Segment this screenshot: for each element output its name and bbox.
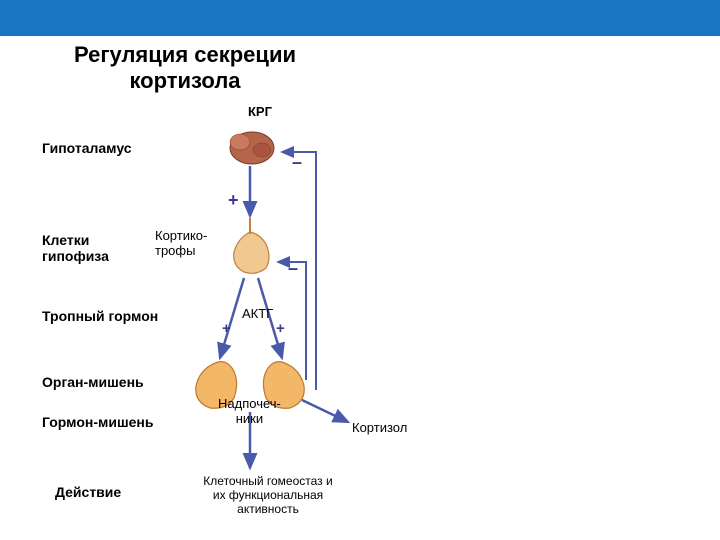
sign-plus-left: + [222,320,231,337]
sign-plus-1: + [228,190,239,211]
diagram-svg [0,0,720,540]
sign-minus-pit: – [288,258,298,279]
label-acth: АКТГ [242,306,273,321]
label-tropic-hormone: Тропный гормон [42,308,158,324]
label-pituitary-cells: Клетки гипофиза [42,232,109,264]
arrow-pit-adrenal-left [220,278,244,358]
label-target-hormone: Гормон-мишень [42,414,153,430]
arrow-adrenal-cortisol [302,400,348,422]
label-cortisol: Кортизол [352,420,407,435]
label-corticotrophs: Кортико- трофы [155,228,207,258]
label-action: Действие [55,484,121,500]
label-adrenals: Надпочеч- ники [218,396,281,426]
label-hypothalamus: Гипоталамус [42,140,132,156]
pituitary-shape [234,218,269,273]
label-krg: КРГ [248,104,272,119]
sign-plus-right: + [276,320,285,337]
label-action-text: Клеточный гомеостаз и их функциональная … [178,474,358,516]
label-target-organ: Орган-мишень [42,374,144,390]
sign-minus-hypo: – [292,152,302,173]
hypothalamus-shape [230,132,274,164]
